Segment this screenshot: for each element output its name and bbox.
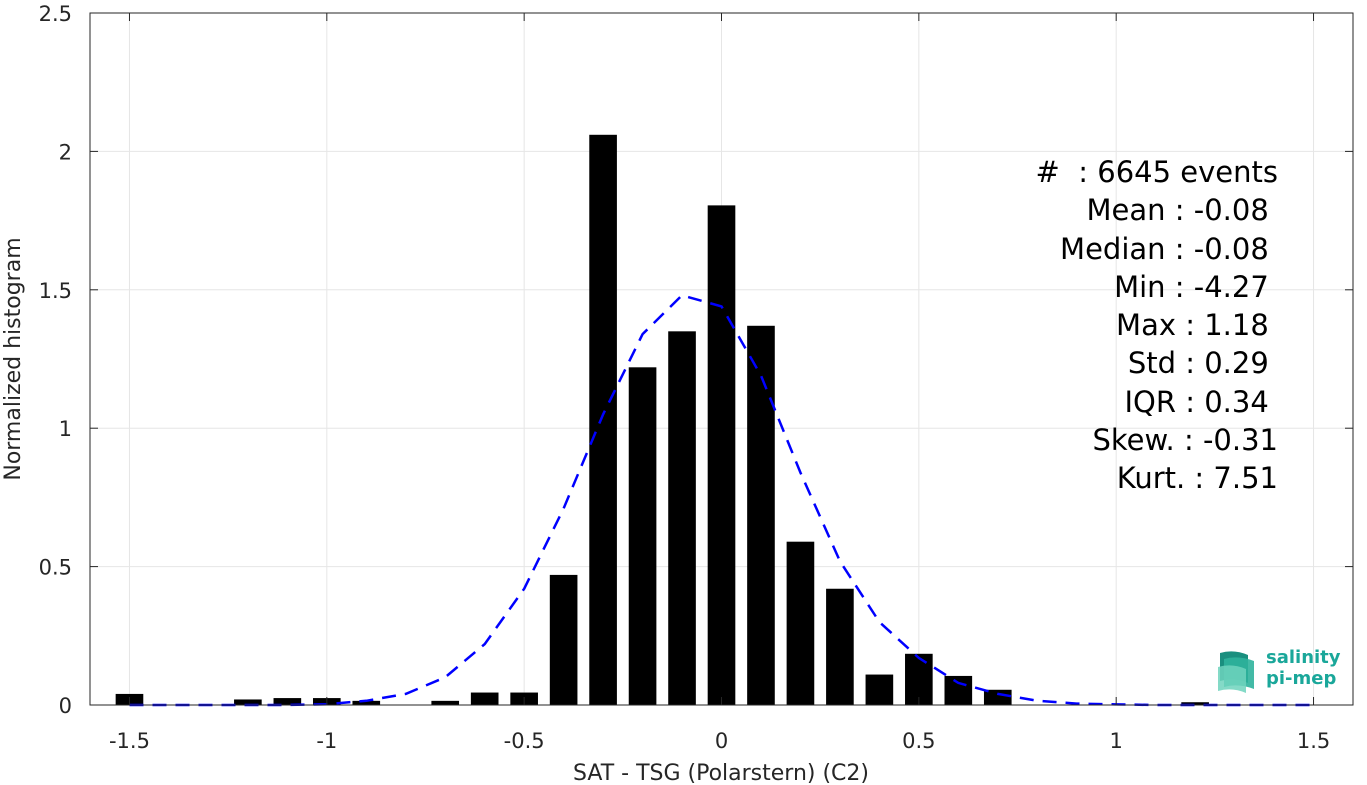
stat-count: # : 6645 events — [1035, 155, 1278, 189]
x-tick-label: 1.5 — [1297, 729, 1330, 753]
stat-mean: Mean : -0.08 — [1086, 193, 1278, 228]
y-tick-label: 0.5 — [39, 556, 72, 580]
stat-min: Min : -4.27 — [1114, 269, 1278, 304]
waves-icon — [1218, 651, 1254, 693]
y-tick-label: 2 — [59, 140, 72, 164]
salinity-pi-mep-logo: salinity pi-mep — [1216, 647, 1346, 695]
histogram-bar — [431, 700, 460, 705]
histogram-bar — [549, 574, 578, 705]
ticks — [90, 12, 1353, 706]
histogram-bar — [668, 331, 696, 705]
stat-median: Median : -0.08 — [1060, 231, 1278, 266]
y-axis-label: Normalized histogram — [1, 237, 26, 480]
histogram-bar — [983, 689, 1012, 705]
histogram-bar — [707, 205, 736, 705]
x-tick-label: -1 — [316, 729, 337, 753]
x-axis-label: SAT - TSG (Polarstern) (C2) — [573, 761, 869, 785]
histogram-bar — [273, 698, 302, 705]
logo-line2: pi-mep — [1266, 668, 1337, 689]
stat-iqr: IQR : 0.34 — [1124, 384, 1278, 419]
bars — [115, 134, 1209, 706]
histogram-bar — [470, 692, 499, 705]
histogram-bar — [865, 674, 894, 705]
y-tick-label: 2.5 — [39, 2, 72, 26]
stats-box: # : 6645 events Mean : -0.08 Median : -0… — [1036, 153, 1278, 498]
y-tick-label: 1.5 — [39, 279, 72, 303]
histogram-bar — [944, 675, 973, 705]
stat-max: Max : 1.18 — [1116, 308, 1278, 343]
logo-line1: salinity — [1266, 647, 1341, 668]
y-tick-label: 0 — [59, 694, 72, 718]
logo-text: salinity pi-mep — [1266, 647, 1341, 689]
histogram-bar — [589, 134, 617, 706]
x-tick-label: 0 — [715, 729, 728, 753]
x-tick-label: 0.5 — [902, 729, 935, 753]
x-tick-label: 1 — [1110, 729, 1123, 753]
histogram-bar — [786, 541, 815, 705]
histogram-bar — [234, 699, 262, 705]
histogram-bar — [905, 653, 933, 705]
histogram-bar — [747, 325, 775, 705]
histogram-bar — [1181, 702, 1209, 705]
histogram-bar — [628, 367, 657, 705]
x-tick-label: -1.5 — [109, 729, 150, 753]
stat-std: Std : 0.29 — [1127, 346, 1278, 381]
histogram-bar — [826, 588, 854, 705]
x-tick-label: -0.5 — [504, 729, 545, 753]
histogram-bar — [352, 700, 381, 705]
y-tick-label: 1 — [59, 417, 72, 441]
stat-kurt: Kurt. : 7.51 — [1116, 461, 1278, 496]
y-tick-labels: 0 0.5 1 1.5 2 2.5 — [39, 2, 72, 718]
stat-skew: Skew. : -0.31 — [1092, 423, 1278, 458]
x-tick-labels: -1.5 -1 -0.5 0 0.5 1 1.5 — [109, 729, 1330, 753]
